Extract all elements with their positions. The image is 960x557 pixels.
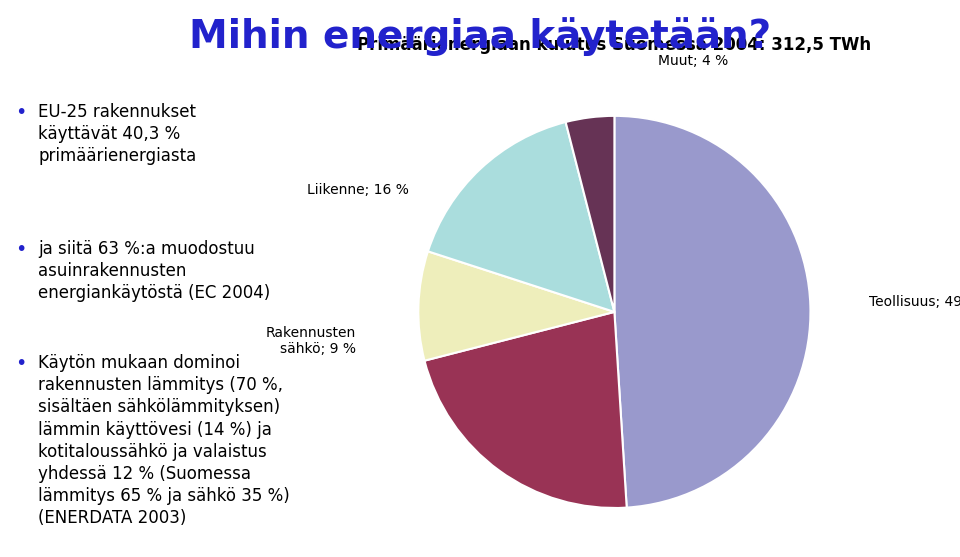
Title: Primäärienergiaan kulutus Suomessa 2004: 312,5 TWh: Primäärienergiaan kulutus Suomessa 2004:…: [357, 36, 872, 54]
Text: EU-25 rakennukset
käyttävät 40,3 %
primäärienergiasta: EU-25 rakennukset käyttävät 40,3 % primä…: [38, 103, 197, 165]
Text: Muut; 4 %: Muut; 4 %: [658, 54, 728, 68]
Text: Rakennusten
sähkö; 9 %: Rakennusten sähkö; 9 %: [265, 326, 355, 356]
Wedge shape: [614, 116, 810, 507]
Text: •: •: [15, 103, 27, 122]
Wedge shape: [565, 116, 614, 312]
Wedge shape: [428, 122, 614, 312]
Text: Teollisuus; 49 %: Teollisuus; 49 %: [870, 295, 960, 309]
Wedge shape: [424, 312, 627, 508]
Text: Käytön mukaan dominoi
rakennusten lämmitys (70 %,
sisältäen sähkölämmityksen)
lä: Käytön mukaan dominoi rakennusten lämmit…: [38, 354, 290, 527]
Text: •: •: [15, 240, 27, 259]
Wedge shape: [419, 251, 614, 361]
Text: Mihin energiaa käytetään?: Mihin energiaa käytetään?: [189, 17, 771, 56]
Text: Liikenne; 16 %: Liikenne; 16 %: [306, 183, 409, 197]
Text: ja siitä 63 %:a muodostuu
asuinrakennusten
energiankäytöstä (EC 2004): ja siitä 63 %:a muodostuu asuinrakennust…: [38, 240, 271, 302]
Text: •: •: [15, 354, 27, 373]
